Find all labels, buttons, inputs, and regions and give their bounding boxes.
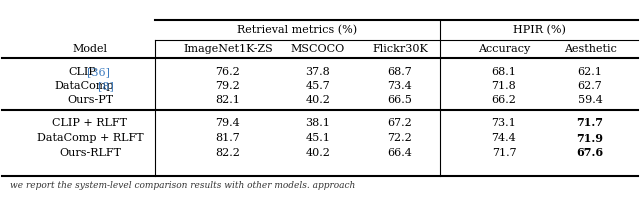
- Text: 71.8: 71.8: [492, 81, 516, 91]
- Text: DataComp: DataComp: [54, 81, 114, 91]
- Text: we report the system-level comparison results with other models. approach: we report the system-level comparison re…: [10, 182, 355, 190]
- Text: 79.2: 79.2: [216, 81, 241, 91]
- Text: 67.6: 67.6: [577, 148, 604, 159]
- Text: 68.1: 68.1: [492, 67, 516, 77]
- Text: 66.4: 66.4: [388, 148, 412, 158]
- Text: Aesthetic: Aesthetic: [564, 44, 616, 54]
- Text: 79.4: 79.4: [216, 118, 241, 128]
- Text: 72.2: 72.2: [388, 133, 412, 143]
- Text: 76.2: 76.2: [216, 67, 241, 77]
- Text: 81.7: 81.7: [216, 133, 241, 143]
- Text: 37.8: 37.8: [306, 67, 330, 77]
- Text: 68.7: 68.7: [388, 67, 412, 77]
- Text: DataComp + RLFT: DataComp + RLFT: [36, 133, 143, 143]
- Text: CLIP: CLIP: [68, 67, 96, 77]
- Text: 40.2: 40.2: [305, 95, 330, 105]
- Text: [8]: [8]: [98, 81, 114, 91]
- Text: 45.1: 45.1: [305, 133, 330, 143]
- Text: Accuracy: Accuracy: [478, 44, 530, 54]
- Text: 59.4: 59.4: [577, 95, 602, 105]
- Text: 71.7: 71.7: [492, 148, 516, 158]
- Text: Retrieval metrics (%): Retrieval metrics (%): [237, 25, 358, 35]
- Text: 62.7: 62.7: [578, 81, 602, 91]
- Text: Ours-RLFT: Ours-RLFT: [59, 148, 121, 158]
- Text: 73.1: 73.1: [492, 118, 516, 128]
- Text: ImageNet1K-ZS: ImageNet1K-ZS: [183, 44, 273, 54]
- Text: 66.5: 66.5: [388, 95, 412, 105]
- Text: Ours-PT: Ours-PT: [67, 95, 113, 105]
- Text: HPIR (%): HPIR (%): [513, 25, 565, 35]
- Text: 45.7: 45.7: [306, 81, 330, 91]
- Text: CLIP + RLFT: CLIP + RLFT: [52, 118, 127, 128]
- Text: 82.2: 82.2: [216, 148, 241, 158]
- Text: Model: Model: [72, 44, 108, 54]
- Text: Flickr30K: Flickr30K: [372, 44, 428, 54]
- Text: 73.4: 73.4: [388, 81, 412, 91]
- Text: 71.7: 71.7: [577, 117, 604, 129]
- Text: 40.2: 40.2: [305, 148, 330, 158]
- Text: 82.1: 82.1: [216, 95, 241, 105]
- Text: 67.2: 67.2: [388, 118, 412, 128]
- Text: MSCOCO: MSCOCO: [291, 44, 345, 54]
- Text: 62.1: 62.1: [577, 67, 602, 77]
- Text: 71.9: 71.9: [577, 132, 604, 144]
- Text: 66.2: 66.2: [492, 95, 516, 105]
- Text: 74.4: 74.4: [492, 133, 516, 143]
- Text: [36]: [36]: [86, 67, 109, 77]
- Text: 38.1: 38.1: [305, 118, 330, 128]
